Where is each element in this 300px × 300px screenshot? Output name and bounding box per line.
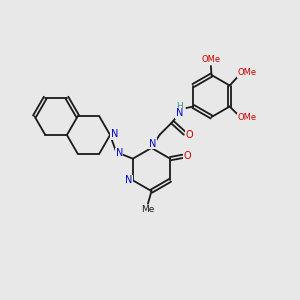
- Text: N: N: [111, 129, 118, 140]
- Text: N: N: [116, 148, 123, 158]
- Text: Me: Me: [141, 205, 154, 214]
- Text: O: O: [185, 130, 193, 140]
- Text: N: N: [125, 175, 132, 185]
- Text: O: O: [184, 151, 191, 161]
- Text: OMe: OMe: [238, 68, 256, 77]
- Text: OMe: OMe: [238, 113, 256, 122]
- Text: OMe: OMe: [201, 55, 220, 64]
- Text: N: N: [149, 139, 156, 149]
- Text: N: N: [176, 108, 183, 118]
- Text: H: H: [176, 102, 183, 111]
